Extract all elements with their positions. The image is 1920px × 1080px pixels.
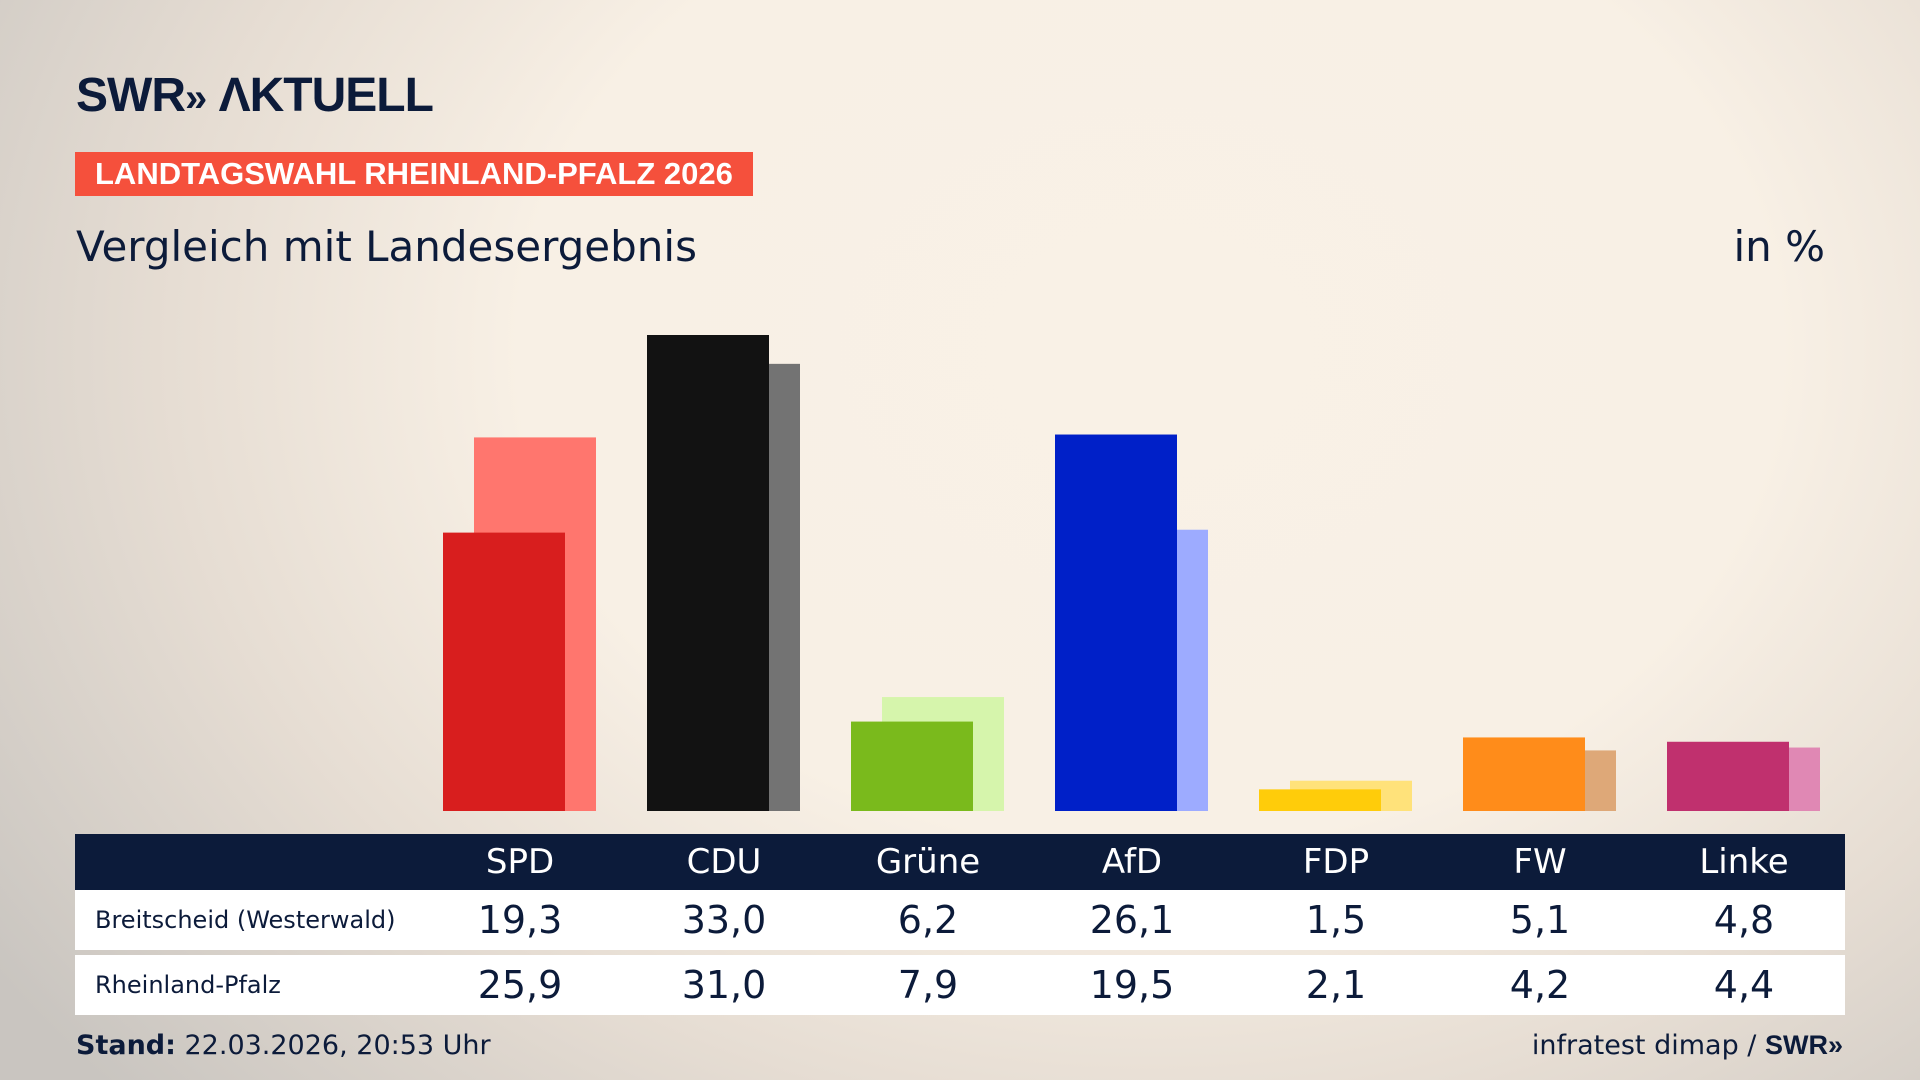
table-row: Breitscheid (Westerwald) 19,3 33,0 6,2 26,1… xyxy=(75,890,1845,950)
value-cell: 7,9 xyxy=(897,963,959,1007)
local-bar-linke xyxy=(1667,741,1789,811)
value-cell: 4,8 xyxy=(1713,898,1775,942)
timestamp: Stand: 22.03.2026, 20:53 Uhr xyxy=(76,1030,491,1061)
local-bar-grüne xyxy=(851,721,973,811)
table-header: SPD CDU Grüne AfD FDP FW Linke xyxy=(75,834,1845,890)
value-cell: 2,1 xyxy=(1305,963,1367,1007)
row-label: Rheinland-Pfalz xyxy=(95,971,281,999)
stand-label: Stand: xyxy=(76,1030,176,1061)
party-label: Grüne xyxy=(875,842,981,882)
bar-chart xyxy=(443,335,1820,811)
value-cell: 26,1 xyxy=(1089,898,1175,942)
table-row: Rheinland-Pfalz 25,9 31,0 7,9 19,5 2,1 4,2 4,4 xyxy=(75,955,1845,1015)
value-cell: 4,4 xyxy=(1713,963,1775,1007)
source: infratest dimap / SWR» xyxy=(1532,1030,1843,1061)
value-cell: 25,9 xyxy=(477,963,563,1007)
value-cell: 19,5 xyxy=(1089,963,1175,1007)
row-label: Breitscheid (Westerwald) xyxy=(95,906,396,934)
stand-value: 22.03.2026, 20:53 Uhr xyxy=(175,1030,491,1061)
party-label: SPD xyxy=(485,842,555,882)
results-table: SPD CDU Grüne AfD FDP FW Linke Breitscheid (We… xyxy=(75,834,1845,1015)
value-cell: 31,0 xyxy=(681,963,767,1007)
source-text: infratest dimap / xyxy=(1531,1030,1765,1061)
election-banner: LANDTAGSWAHL RHEINLAND-PFALZ 2026 xyxy=(75,152,753,196)
local-bar-fdp xyxy=(1259,789,1381,811)
swr-logo: SWR» xyxy=(1764,1030,1843,1060)
local-bar-cdu xyxy=(647,335,769,811)
party-label: Linke xyxy=(1699,842,1789,882)
unit-label: in % xyxy=(1733,222,1825,271)
local-bar-spd xyxy=(443,532,565,811)
value-cell: 19,3 xyxy=(477,898,563,942)
chart-subtitle: Vergleich mit Landesergebnis xyxy=(76,222,697,271)
local-bar-afd xyxy=(1055,434,1177,811)
party-label: AfD xyxy=(1101,842,1163,882)
party-label: FW xyxy=(1513,842,1567,882)
value-cell: 4,2 xyxy=(1509,963,1571,1007)
local-bar-fw xyxy=(1463,737,1585,811)
value-cell: 6,2 xyxy=(897,898,959,942)
value-cell: 1,5 xyxy=(1305,898,1367,942)
value-cell: 5,1 xyxy=(1509,898,1571,942)
party-label: FDP xyxy=(1302,842,1370,882)
swr-aktuell-logo: SWR» ΛKTUELL xyxy=(76,69,434,122)
party-label: CDU xyxy=(686,842,762,882)
value-cell: 33,0 xyxy=(681,898,767,942)
